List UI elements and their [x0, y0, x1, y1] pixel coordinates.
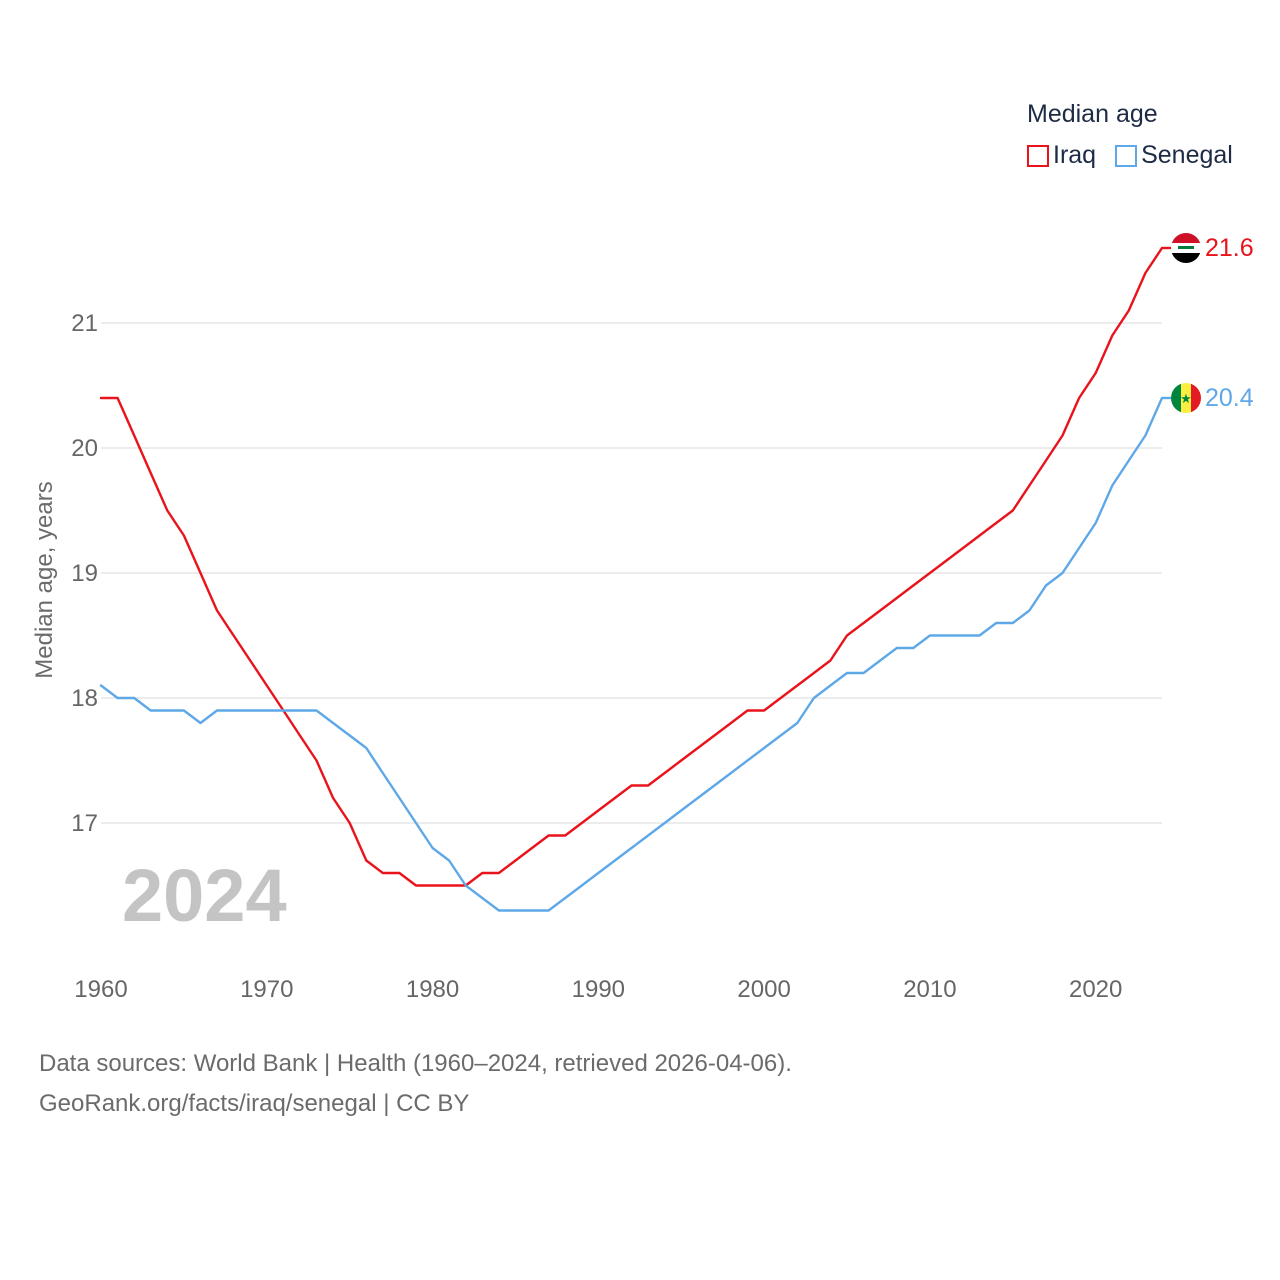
senegal-flag-icon: ★ — [1171, 383, 1201, 413]
legend-title: Median age — [1027, 100, 1158, 128]
series-end-markers: 21.6 20.4 — [1162, 234, 1254, 412]
x-tick-label: 2000 — [737, 976, 790, 1003]
end-value-label-senegal: 20.4 — [1205, 384, 1254, 412]
source-link[interactable]: GeoRank.org/facts/iraq/senegal | CC BY — [39, 1090, 470, 1117]
legend-label-iraq: Iraq — [1053, 141, 1097, 169]
legend-swatch-senegal — [1115, 144, 1138, 167]
legend: Iraq Senegal — [1027, 141, 1252, 170]
current-year-label: 2024 — [122, 854, 287, 937]
x-tick-label: 1990 — [572, 976, 625, 1003]
legend-swatch-iraq — [1027, 144, 1049, 167]
y-tick-label: 20 — [71, 435, 98, 462]
x-tick-label: 1970 — [240, 976, 293, 1003]
y-axis-tick-labels: 17 18 19 20 21 — [71, 310, 98, 837]
source-line: Data sources: World Bank | Health (1960–… — [39, 1050, 792, 1077]
svg-text:★: ★ — [1180, 392, 1192, 407]
legend-item-senegal[interactable]: Senegal — [1115, 141, 1233, 170]
legend-item-iraq[interactable]: Iraq — [1027, 141, 1096, 170]
x-tick-label: 2020 — [1069, 976, 1122, 1003]
iraq-flag-icon — [1171, 233, 1201, 263]
source-note: Data sources: World Bank | Health (1960–… — [39, 1044, 792, 1124]
series-line-iraq[interactable] — [99, 246, 1164, 887]
x-tick-label: 2010 — [903, 976, 956, 1003]
legend-label-senegal: Senegal — [1141, 141, 1233, 169]
y-tick-label: 19 — [71, 560, 98, 587]
x-axis-tick-labels: 1960 1970 1980 1990 2000 2010 2020 — [74, 976, 1122, 1003]
x-tick-label: 1980 — [406, 976, 459, 1003]
end-value-label-iraq: 21.6 — [1205, 234, 1254, 262]
x-tick-label: 1960 — [74, 976, 127, 1003]
series-line-senegal[interactable] — [99, 396, 1164, 912]
y-tick-label: 18 — [71, 685, 98, 712]
y-tick-label: 21 — [71, 310, 98, 337]
y-axis-label: Median age, years — [31, 481, 58, 678]
series-lines — [99, 246, 1164, 912]
y-tick-label: 17 — [71, 810, 98, 837]
gridlines — [101, 322, 1162, 824]
